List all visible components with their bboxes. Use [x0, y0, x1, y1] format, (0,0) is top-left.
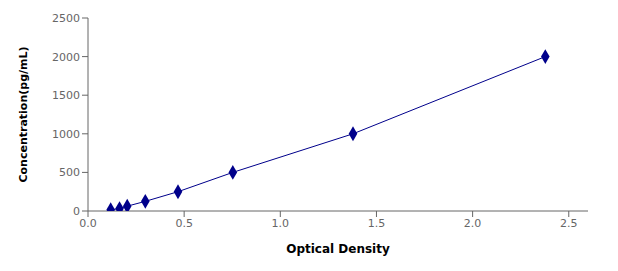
svg-text:0.5: 0.5 — [175, 217, 193, 230]
svg-text:0.0: 0.0 — [79, 217, 97, 230]
svg-text:Optical Density: Optical Density — [286, 242, 390, 256]
svg-text:0: 0 — [73, 205, 80, 218]
svg-text:2.5: 2.5 — [560, 217, 578, 230]
svg-text:500: 500 — [59, 166, 80, 179]
svg-text:1000: 1000 — [52, 128, 80, 141]
svg-text:1500: 1500 — [52, 89, 80, 102]
svg-text:1.5: 1.5 — [368, 217, 386, 230]
svg-text:2000: 2000 — [52, 51, 80, 64]
svg-text:2500: 2500 — [52, 12, 80, 25]
svg-text:2.0: 2.0 — [464, 217, 482, 230]
svg-text:1.0: 1.0 — [272, 217, 290, 230]
svg-text:Concentration(pg/mL): Concentration(pg/mL) — [17, 46, 30, 182]
